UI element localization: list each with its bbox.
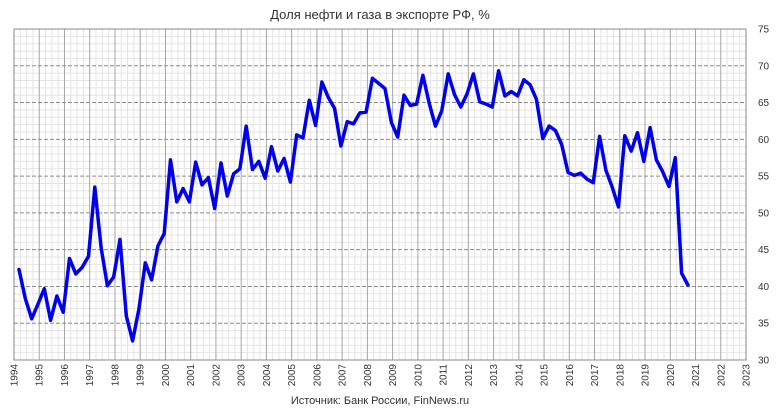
x-tick-label: 2007 xyxy=(338,364,349,387)
x-tick-label: 2013 xyxy=(489,364,500,387)
series-line-oil-gas-share xyxy=(17,69,690,343)
plot-frame xyxy=(13,28,747,361)
x-tick-label: 2005 xyxy=(287,364,298,387)
y-tick-label: 35 xyxy=(758,319,770,330)
chart-source: Источник: Банк России, FinNews.ru xyxy=(291,395,469,407)
x-tick-label: 2008 xyxy=(363,364,374,387)
x-tick-label: 1999 xyxy=(136,364,147,387)
x-tick-label: 2017 xyxy=(590,364,601,387)
x-tick-label: 1994 xyxy=(10,364,21,387)
x-tick-label: 2019 xyxy=(641,364,652,387)
y-tick-label: 75 xyxy=(758,25,770,36)
x-tick-label: 1997 xyxy=(85,364,96,387)
y-tick-label: 55 xyxy=(758,172,770,183)
x-tick-label: 2011 xyxy=(439,364,450,386)
x-tick-label: 2014 xyxy=(514,364,525,387)
y-axis-ticks: 30 35 40 45 50 55 60 65 70 75 xyxy=(758,25,770,367)
x-tick-label: 2022 xyxy=(716,364,727,387)
x-tick-label: 2003 xyxy=(237,364,248,387)
x-tick-label: 1995 xyxy=(35,364,46,387)
major-grid xyxy=(13,28,747,361)
y-tick-label: 30 xyxy=(758,356,770,367)
x-axis-ticks: 1994 1995 1996 1997 1998 1999 2000 2001 2002 2003… xyxy=(10,364,753,387)
x-tick-label: 2021 xyxy=(691,364,702,387)
x-tick-label: 2004 xyxy=(262,364,273,387)
x-tick-label: 2015 xyxy=(540,364,551,387)
x-tick-label: 1996 xyxy=(60,364,71,387)
x-tick-label: 2023 xyxy=(742,364,753,387)
x-tick-label: 2001 xyxy=(186,364,197,387)
x-tick-label: 2020 xyxy=(666,364,677,387)
x-tick-label: 2016 xyxy=(565,364,576,387)
x-tick-label: 2018 xyxy=(615,364,626,387)
y-tick-label: 50 xyxy=(758,208,770,219)
x-tick-label: 1998 xyxy=(110,364,121,387)
chart-title: Доля нефти и газа в экспорте РФ, % xyxy=(270,7,490,22)
y-tick-label: 45 xyxy=(758,245,770,256)
x-tick-label: 2006 xyxy=(312,364,323,387)
x-tick-label: 2002 xyxy=(211,364,222,387)
y-tick-label: 40 xyxy=(758,282,770,293)
x-tick-label: 2009 xyxy=(388,364,399,387)
x-tick-label: 2012 xyxy=(464,364,475,387)
y-tick-label: 60 xyxy=(758,135,770,146)
x-tick-label: 2010 xyxy=(413,364,424,387)
x-tick-label: 2000 xyxy=(161,364,172,387)
y-tick-label: 65 xyxy=(758,98,770,109)
y-tick-label: 70 xyxy=(758,61,770,72)
